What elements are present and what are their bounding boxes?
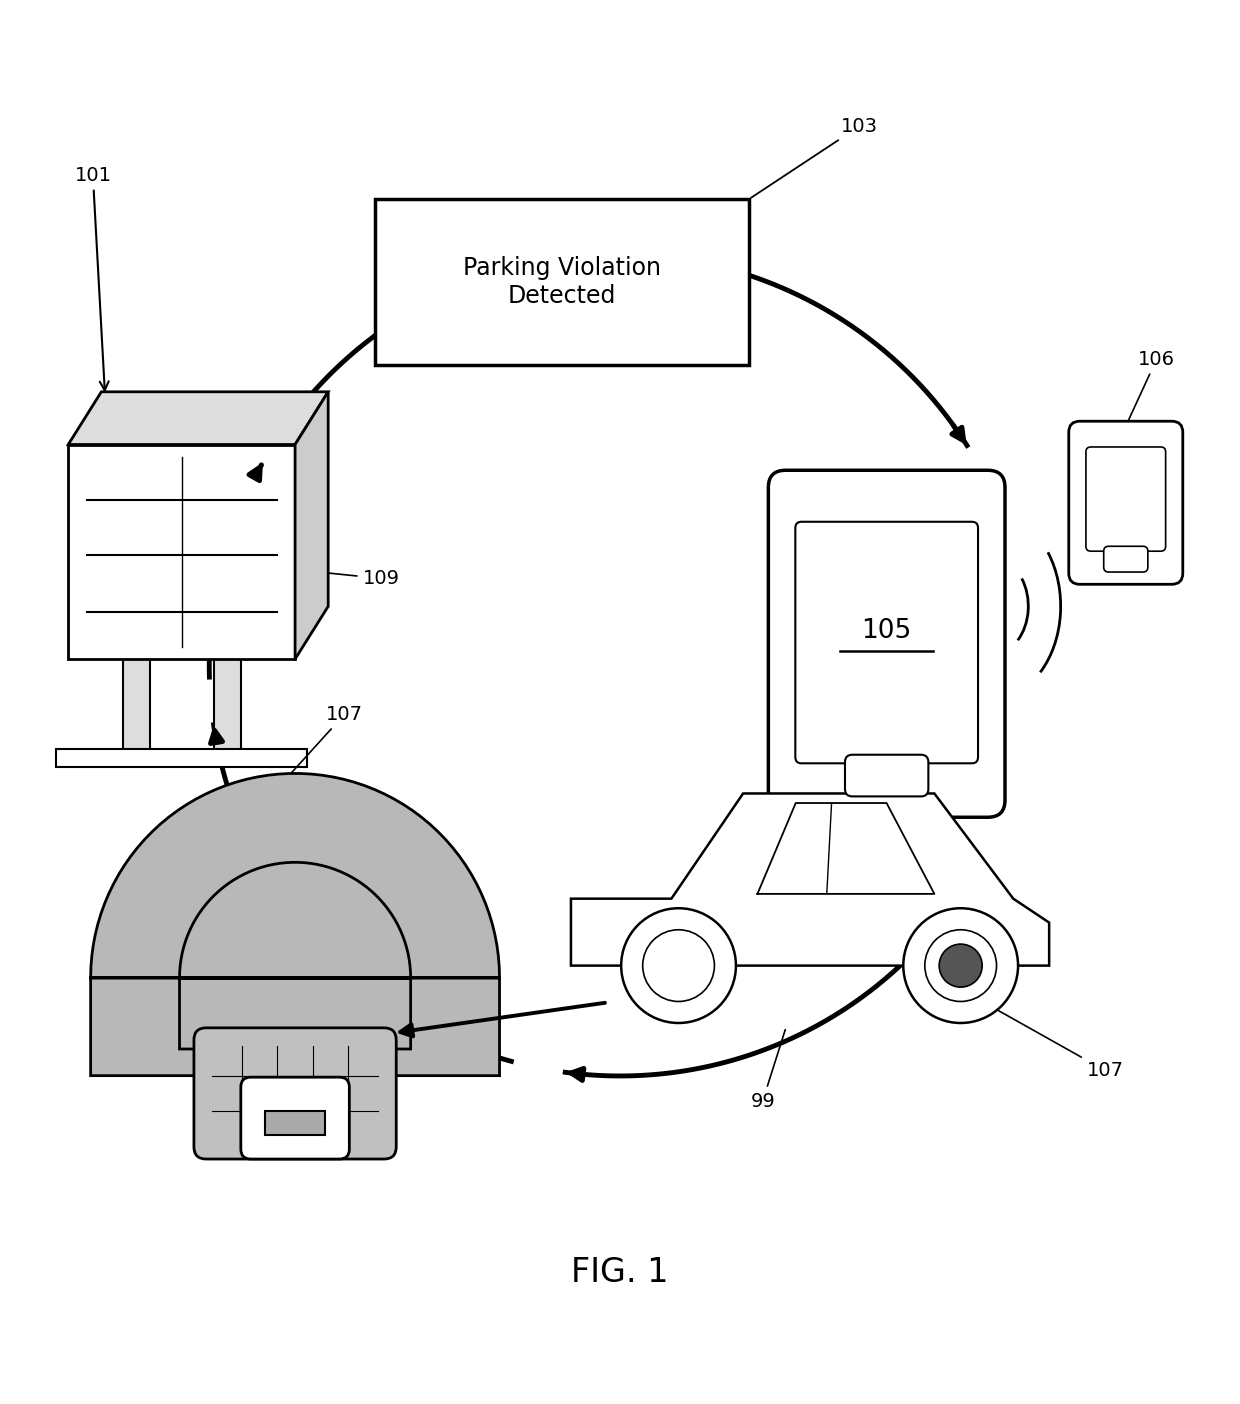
Text: 107: 107 (285, 705, 363, 781)
Circle shape (621, 908, 735, 1024)
Circle shape (642, 929, 714, 1001)
Text: 99: 99 (750, 1029, 785, 1111)
Polygon shape (570, 793, 1049, 966)
Polygon shape (295, 392, 329, 658)
FancyBboxPatch shape (844, 755, 929, 796)
Bar (265, 1111, 325, 1134)
Text: FIG. 1: FIG. 1 (572, 1255, 668, 1289)
FancyBboxPatch shape (1069, 421, 1183, 584)
Text: 103: 103 (751, 117, 878, 198)
Bar (123, 658, 150, 757)
Circle shape (925, 929, 997, 1001)
Bar (213, 658, 241, 757)
FancyBboxPatch shape (1086, 446, 1166, 552)
Text: 109: 109 (229, 563, 399, 588)
FancyBboxPatch shape (795, 522, 978, 764)
Circle shape (903, 908, 1018, 1024)
Bar (56, 748, 308, 767)
Text: 101: 101 (74, 166, 112, 390)
FancyBboxPatch shape (193, 1028, 397, 1160)
FancyBboxPatch shape (241, 1077, 350, 1160)
Polygon shape (91, 774, 500, 1075)
FancyBboxPatch shape (374, 199, 749, 365)
Text: 107: 107 (976, 998, 1123, 1080)
FancyBboxPatch shape (769, 470, 1004, 817)
FancyBboxPatch shape (1104, 546, 1148, 571)
Circle shape (939, 943, 982, 987)
Text: 105: 105 (862, 619, 911, 644)
Polygon shape (68, 392, 329, 445)
Text: Parking Violation
Detected: Parking Violation Detected (463, 256, 661, 307)
Bar (68, 445, 295, 658)
Text: 106: 106 (1127, 350, 1176, 424)
